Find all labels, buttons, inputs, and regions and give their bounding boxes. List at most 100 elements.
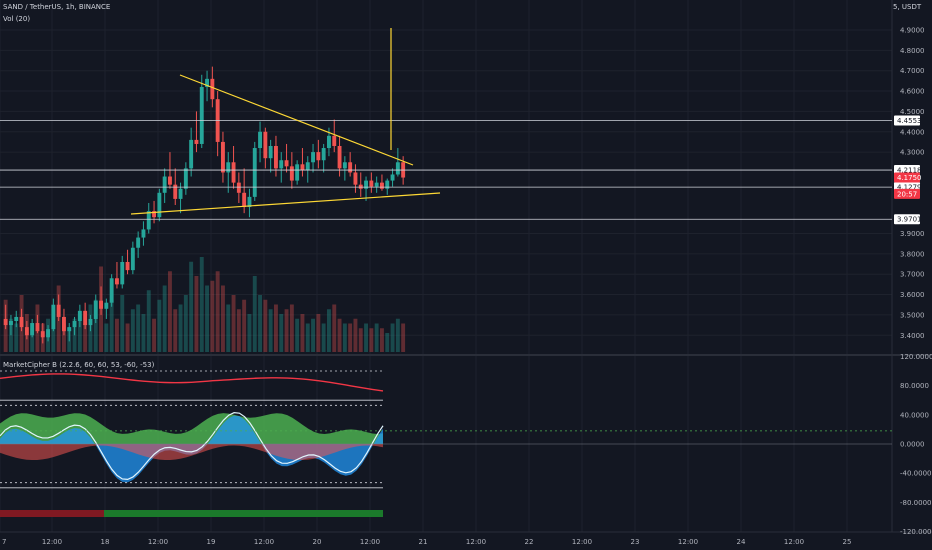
oscillator-legend[interactable]: MarketCipher B (2.2.6, 60, 60, 53, -60, …	[3, 361, 155, 369]
volume-bar	[152, 318, 156, 352]
volume-bar	[93, 299, 98, 352]
volume-bar	[316, 314, 321, 352]
candle-body	[115, 278, 119, 285]
candle-body	[247, 196, 252, 208]
volume-bar	[332, 304, 337, 352]
candle-body	[311, 152, 315, 163]
time-axis[interactable]: 7 12:00 18 12:00 19 12:00 20 12:00 21 12:00 22 12:0…	[2, 538, 851, 546]
candle-body	[194, 139, 199, 144]
volume-bar	[136, 304, 141, 352]
time-tick-label: 18	[101, 538, 110, 546]
candle-body	[380, 182, 384, 189]
candle-body	[125, 261, 130, 271]
time-tick-label: 25	[843, 538, 852, 546]
candle-body	[327, 135, 331, 149]
time-tick-label: 12:00	[572, 538, 592, 546]
candle-body	[14, 316, 19, 322]
volume-bar	[109, 299, 114, 352]
oscillator-axis[interactable]: 120.0000 80.0000 40.0000 0.0000 -40.0000 -80.…	[900, 353, 932, 536]
price-tick-label: 3.6000	[900, 291, 925, 299]
trend-bar-bearish	[0, 510, 104, 517]
volume-bar	[395, 318, 400, 352]
candle-body	[24, 327, 29, 336]
candle-body	[30, 323, 35, 336]
wave-line	[0, 412, 384, 481]
price-tick-label: 4.4000	[900, 128, 925, 136]
candle-body	[120, 261, 125, 285]
candle-body	[136, 237, 141, 248]
candle-body	[3, 318, 8, 326]
candle-body	[210, 78, 215, 100]
candle-body	[67, 327, 72, 332]
time-tick-label: 24	[737, 538, 746, 546]
candle-body	[305, 162, 310, 171]
volume-bar	[242, 299, 247, 352]
candle-body	[72, 321, 77, 328]
candle-body	[162, 176, 167, 193]
oscillator-tick-label: -40.0000	[900, 470, 931, 478]
time-tick-label: 22	[525, 538, 534, 546]
volume-bar	[284, 309, 289, 352]
candle-body	[99, 300, 103, 309]
candle-body	[221, 141, 225, 173]
volume-bar	[162, 285, 167, 352]
volume-bar	[289, 304, 294, 352]
volume-legend[interactable]: Vol (20)	[3, 15, 31, 23]
candle-body	[242, 192, 247, 208]
volume-bar	[279, 314, 284, 352]
candle-body	[146, 211, 151, 230]
volume-bar	[14, 323, 19, 352]
candle-body	[358, 184, 363, 189]
volume-bar	[168, 271, 172, 352]
candle-body	[353, 172, 358, 185]
volume-bar	[231, 295, 236, 352]
volume-bar	[353, 318, 358, 352]
volume-bar	[146, 290, 151, 352]
volume-bar	[369, 328, 374, 352]
candle-body	[231, 162, 236, 183]
volume-bar	[236, 309, 241, 352]
candle-body	[252, 148, 257, 197]
volume-bar	[380, 328, 384, 352]
candle-body	[263, 131, 268, 159]
price-tick-label: 4.5000	[900, 108, 925, 116]
time-tick-label: 12:00	[784, 538, 804, 546]
volume-bar	[252, 276, 257, 352]
candle-body	[9, 321, 13, 326]
oscillator-tick-label: 120.0000	[900, 353, 932, 361]
volume-bar	[401, 323, 406, 352]
rsi-line	[0, 373, 384, 392]
symbol-title[interactable]: SAND / TetherUS, 1h, BINANCE	[3, 3, 111, 11]
candle-body	[205, 78, 209, 87]
candle-body	[268, 145, 273, 159]
candle-body	[93, 300, 98, 319]
volume-bar	[215, 271, 220, 352]
price-tag-bg	[894, 214, 920, 225]
candle-body	[178, 188, 183, 199]
candle-body	[279, 160, 284, 169]
candle-body	[130, 247, 135, 271]
price-tick-label: 3.4000	[900, 332, 925, 340]
price-axis[interactable]: 4.9000 4.8000 4.7000 4.6000 4.5000 4.4000 4.30…	[900, 27, 925, 340]
price-tick-label: 4.8000	[900, 47, 925, 55]
horizontal-levels	[0, 120, 892, 220]
candle-body	[236, 182, 241, 193]
volume-bar	[210, 280, 215, 352]
price-tag-label: 4.1279	[897, 184, 922, 192]
candle-body	[157, 192, 162, 218]
time-tick-label: 12:00	[148, 538, 168, 546]
candle-body	[342, 162, 347, 169]
volume-bar	[83, 323, 88, 352]
volume-bar	[157, 299, 162, 352]
candlesticks	[3, 66, 406, 344]
volume-bar	[173, 309, 178, 352]
price-tick-label: 3.5000	[900, 311, 925, 319]
money-flow-area	[0, 413, 383, 444]
oscillator-tick-label: 80.0000	[900, 382, 929, 390]
oscillator-tick-label: -120.0000	[900, 528, 932, 536]
volume-bar	[311, 318, 315, 352]
volume-bar	[247, 314, 252, 352]
candle-body	[35, 323, 40, 332]
price-tags: 4.4553 4.2118 4.1279 4.1750 20:57 3.9701	[894, 115, 922, 225]
